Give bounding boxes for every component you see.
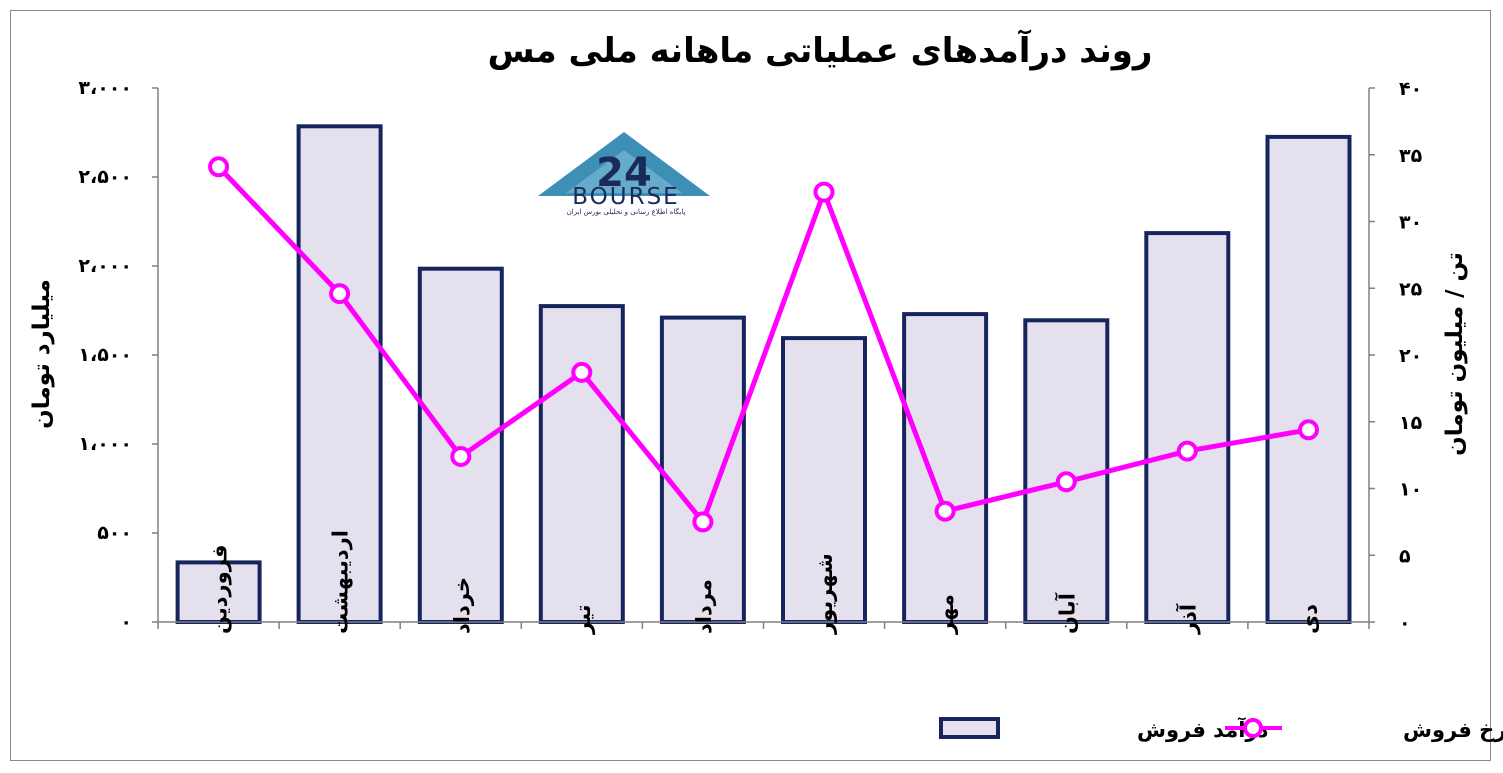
- right-axis-ticks: ۰ ۵ ۱۰ ۱۵ ۲۰ ۲۵ ۳۰ ۳۵ ۴۰: [1399, 78, 1423, 634]
- bar: [1265, 134, 1352, 624]
- line-point: [208, 156, 230, 178]
- line-point: [1055, 471, 1077, 493]
- right-tick-label: ۱۵: [1399, 412, 1423, 434]
- bar: [417, 266, 504, 624]
- bar: [1023, 318, 1110, 624]
- left-axis-title: میلیارد تومان: [29, 279, 55, 429]
- line-series: [208, 156, 1319, 533]
- category-label: خرداد: [450, 577, 474, 634]
- bar: [781, 336, 867, 624]
- line-point: [571, 361, 593, 383]
- category-label: دی: [1298, 604, 1322, 634]
- category-label: آبان: [1054, 592, 1079, 634]
- left-tick-label: ۲،۵۰۰: [78, 166, 132, 188]
- legend-line-label: نرخ فروش: [1403, 718, 1503, 742]
- line-point: [1298, 419, 1319, 441]
- logo-triangle-inner: [566, 150, 682, 193]
- line-point: [1176, 440, 1198, 462]
- right-tick-label: ۳۰: [1399, 212, 1422, 234]
- legend-bar-swatch: [939, 717, 1000, 739]
- left-tick-label: ۱،۰۰۰: [78, 433, 132, 455]
- category-label: اردیبهشت: [329, 530, 353, 634]
- right-tick-label: ۲۰: [1399, 345, 1422, 367]
- legend-line-marker: [1243, 718, 1263, 738]
- bar: [659, 315, 746, 624]
- left-tick-label: ۳،۰۰۰: [78, 77, 132, 99]
- chart-frame: [10, 10, 1491, 761]
- right-tick-label: ۰: [1399, 612, 1411, 634]
- price-line: [216, 165, 1309, 525]
- right-axis-title: تن / میلیون تومان: [1442, 252, 1468, 456]
- line-point: [450, 446, 472, 467]
- right-tick-label: ۵: [1399, 545, 1411, 567]
- category-label: مهر: [934, 594, 958, 635]
- right-tick-label: ۴۰: [1399, 78, 1422, 100]
- line-point: [813, 181, 835, 203]
- left-tick-label: ۲،۰۰۰: [78, 255, 132, 277]
- category-label: فروردین: [208, 544, 232, 634]
- right-tick-label: ۱۰: [1399, 479, 1422, 501]
- left-tick-label: ۰: [120, 611, 132, 633]
- category-labels: فروردین اردیبهشت خرداد تیر مرداد شهریور مهر آبا…: [208, 530, 1322, 635]
- category-label: مرداد: [692, 579, 716, 634]
- bar: [1144, 231, 1231, 624]
- right-tick-label: ۲۵: [1399, 278, 1423, 300]
- right-tick-label: ۳۵: [1399, 145, 1423, 167]
- logo-number: 24: [596, 150, 652, 196]
- left-axis-ticks: ۰ ۵۰۰ ۱،۰۰۰ ۱،۵۰۰ ۲،۰۰۰ ۲،۵۰۰ ۳،۰۰۰: [78, 77, 132, 633]
- bar-series: [175, 124, 1352, 625]
- left-tick-label: ۱،۵۰۰: [78, 344, 132, 366]
- category-label: شهریور: [813, 553, 837, 635]
- legend: درآمد فروش نرخ فروش: [939, 717, 1503, 742]
- bar: [538, 304, 625, 624]
- left-tick-label: ۵۰۰: [97, 522, 132, 544]
- category-label: آذر: [1175, 603, 1200, 635]
- logo-word: BOURSE: [572, 184, 679, 210]
- line-point: [329, 283, 351, 305]
- line-point: [934, 500, 956, 522]
- bourse-logo-icon: 24 BOURSE پایگاه اطلاع رسانی و تحلیلی بو…: [538, 132, 710, 216]
- axes: [152, 87, 1375, 629]
- line-point: [692, 511, 714, 533]
- logo-subtitle: پایگاه اطلاع رسانی و تحلیلی بورس ایران: [567, 207, 686, 216]
- category-label: تیر: [571, 604, 595, 635]
- bar: [902, 312, 989, 624]
- chart-title: روند درآمدهای عملیاتی ماهانه ملی مس: [488, 29, 1153, 71]
